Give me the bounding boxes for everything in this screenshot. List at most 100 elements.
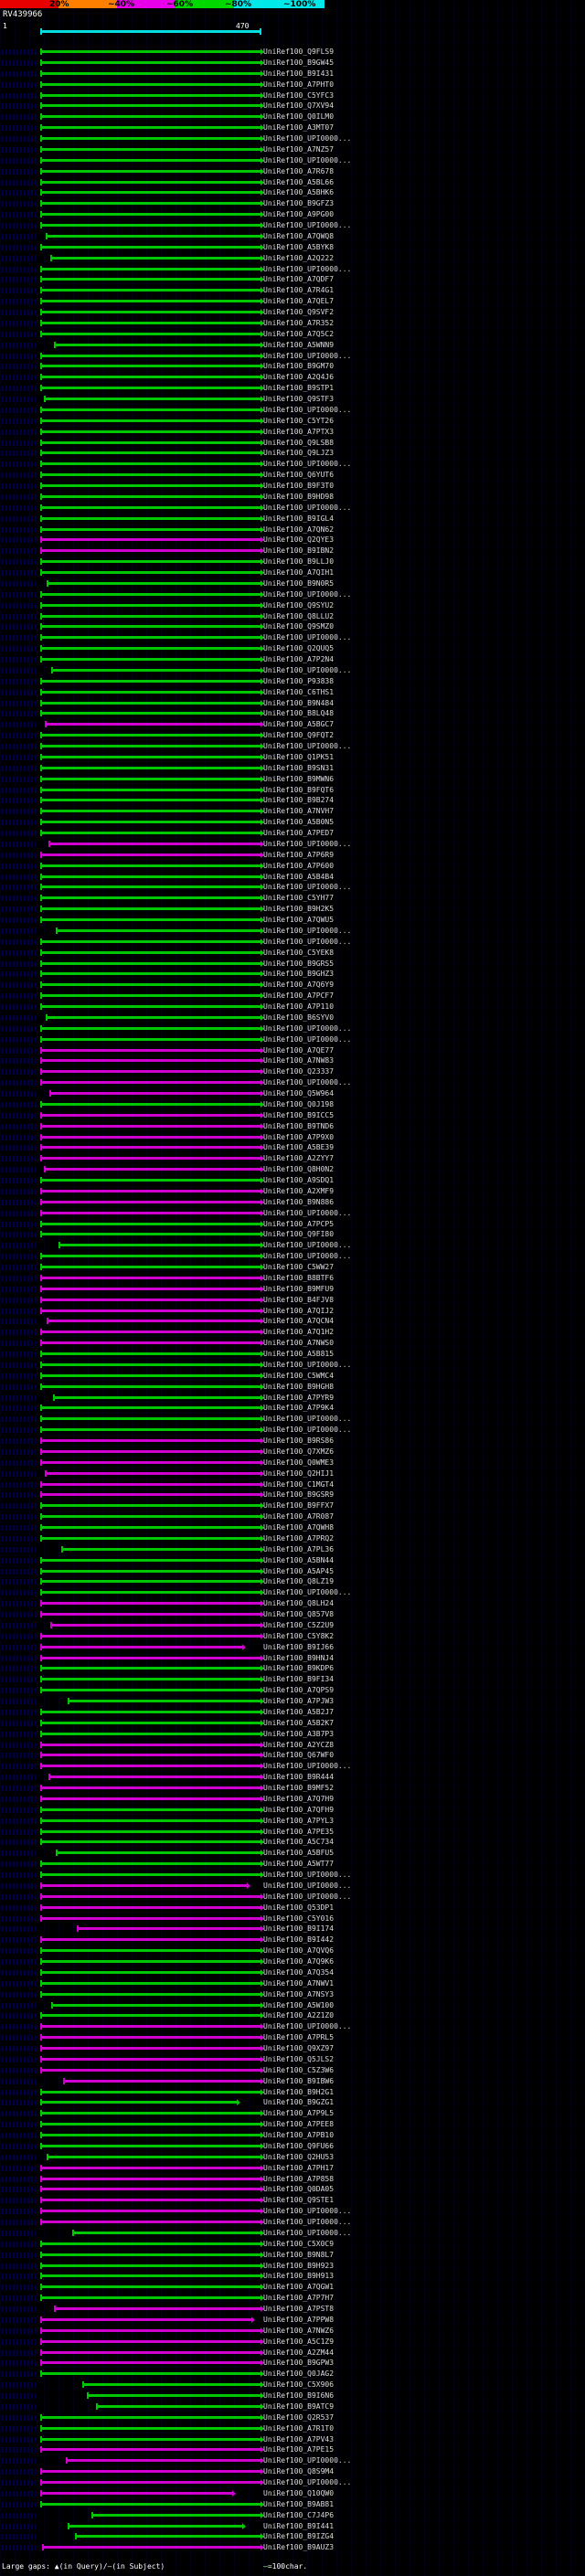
hit-bar[interactable]: [40, 287, 264, 294]
hit-label[interactable]: UniRef100_B9GFZ3: [263, 199, 335, 208]
hit-label[interactable]: UniRef100_B9STP1: [263, 384, 335, 393]
hit-bar[interactable]: [40, 1719, 264, 1726]
hit-label[interactable]: UniRef100_B9HGH8: [263, 1382, 335, 1391]
hit-label[interactable]: UniRef100_A7R087: [263, 1512, 335, 1521]
hit-label[interactable]: UniRef100_A2Z1Z0: [263, 2011, 335, 2020]
hit-bar[interactable]: [40, 1035, 264, 1043]
hit-label[interactable]: UniRef100_C5X0C9: [263, 2239, 335, 2248]
hit-bar[interactable]: [47, 2153, 264, 2160]
hit-label[interactable]: UniRef100_Q9SMZ0: [263, 622, 335, 631]
hit-bar[interactable]: [40, 917, 264, 923]
hit-label[interactable]: UniRef100_Q2R537: [263, 2412, 335, 2422]
hit-bar[interactable]: [40, 439, 264, 446]
hit-label[interactable]: UniRef100_Q857V8: [263, 1610, 335, 1618]
hit-bar[interactable]: [40, 949, 264, 956]
hit-bar[interactable]: [40, 1513, 264, 1521]
hit-label[interactable]: UniRef100_A7P9X0: [263, 1132, 335, 1141]
hit-bar[interactable]: [40, 786, 264, 793]
hit-label[interactable]: UniRef100_A5B2K7: [263, 1718, 335, 1727]
hit-label[interactable]: UniRef100_A7QN62: [263, 525, 335, 534]
hit-label[interactable]: UniRef100_A7Q7H9: [263, 1794, 335, 1803]
hit-bar[interactable]: [40, 1524, 264, 1531]
hit-label[interactable]: UniRef100_A7Q1H2: [263, 1328, 335, 1337]
hit-label[interactable]: UniRef100_Q8LH24: [263, 1599, 335, 1608]
hit-label[interactable]: UniRef100_Q9STE1: [263, 2196, 335, 2205]
hit-label[interactable]: UniRef100_A7PE35: [263, 1827, 335, 1836]
hit-bar[interactable]: [40, 2208, 264, 2215]
hit-label[interactable]: UniRef100_B9GM70: [263, 362, 335, 371]
hit-bar[interactable]: [40, 1763, 264, 1770]
hit-bar[interactable]: [51, 666, 264, 673]
hit-bar[interactable]: [40, 1578, 264, 1585]
hit-bar[interactable]: [40, 970, 264, 978]
hit-label[interactable]: UniRef100_A5BN44: [263, 1555, 335, 1564]
hit-label[interactable]: UniRef100_B9GPW3: [263, 2359, 335, 2368]
hit-label[interactable]: UniRef100_A7NW83: [263, 1056, 335, 1065]
hit-bar[interactable]: [40, 623, 264, 631]
hit-bar[interactable]: [40, 363, 264, 370]
hit-bar[interactable]: [40, 2262, 264, 2269]
hit-label[interactable]: UniRef100_Q9FI80: [263, 1230, 335, 1239]
hit-label[interactable]: UniRef100_B9KDP6: [263, 1664, 335, 1673]
hit-label[interactable]: UniRef100_UPI0000...: [263, 351, 352, 360]
hit-label[interactable]: UniRef100_Q5W964: [263, 1089, 335, 1097]
hit-bar[interactable]: [40, 1892, 264, 1900]
hit-bar[interactable]: [40, 590, 264, 598]
hit-bar[interactable]: [40, 1600, 264, 1607]
hit-label[interactable]: UniRef100_A7QDF7: [263, 275, 335, 284]
hit-bar[interactable]: [90, 2511, 264, 2518]
hit-label[interactable]: UniRef100_B9LLJ0: [263, 557, 335, 567]
hit-bar[interactable]: [40, 69, 264, 77]
hit-label[interactable]: UniRef100_A7PHT0: [263, 80, 335, 89]
hit-label[interactable]: UniRef100_A7Q9K6: [263, 1957, 335, 1966]
hit-label[interactable]: UniRef100_B9IZG4: [263, 2532, 335, 2541]
hit-bar[interactable]: [40, 2066, 264, 2073]
hit-label[interactable]: UniRef100_B9H913: [263, 2272, 335, 2281]
hit-bar[interactable]: [40, 1589, 264, 1596]
hit-bar[interactable]: [40, 1958, 264, 1965]
hit-bar[interactable]: [40, 2284, 264, 2291]
hit-bar[interactable]: [40, 145, 264, 153]
hit-label[interactable]: UniRef100_UPI0000...: [263, 1252, 352, 1261]
hit-label[interactable]: UniRef100_UPI0000...: [263, 883, 352, 892]
hit-label[interactable]: UniRef100_UPI0000...: [263, 1762, 352, 1771]
hit-bar[interactable]: [40, 91, 264, 99]
hit-bar[interactable]: [40, 710, 264, 717]
hit-bar[interactable]: [40, 1133, 264, 1140]
hit-bar[interactable]: [40, 1426, 264, 1434]
hit-label[interactable]: UniRef100_C5YEK8: [263, 948, 335, 957]
hit-bar[interactable]: [72, 2229, 264, 2236]
hit-bar[interactable]: [40, 2468, 264, 2475]
hit-bar[interactable]: [40, 2337, 264, 2345]
hit-label[interactable]: UniRef100_Q9FU66: [263, 2141, 335, 2150]
hit-bar[interactable]: [40, 2435, 264, 2443]
hit-label[interactable]: UniRef100_UPI0000...: [263, 633, 352, 642]
hit-label[interactable]: UniRef100_A7QCN4: [263, 1317, 335, 1326]
hit-label[interactable]: UniRef100_UPI0000...: [263, 937, 352, 946]
hit-label[interactable]: UniRef100_UPI0000...: [263, 665, 352, 674]
hit-label[interactable]: UniRef100_A7QFH9: [263, 1805, 335, 1814]
hit-label[interactable]: UniRef100_Q7XV94: [263, 101, 335, 111]
hit-bar[interactable]: [40, 1437, 264, 1444]
hit-label[interactable]: UniRef100_UPI0000...: [263, 134, 352, 143]
hit-label[interactable]: UniRef100_A7P7H7: [263, 2294, 335, 2303]
hit-bar[interactable]: [40, 1220, 264, 1227]
hit-bar[interactable]: [40, 200, 264, 207]
hit-label[interactable]: UniRef100_A7PCF7: [263, 991, 335, 1001]
hit-label[interactable]: UniRef100_P93838: [263, 676, 335, 685]
hit-label[interactable]: UniRef100_A7PL36: [263, 1544, 335, 1553]
hit-bar[interactable]: [40, 1968, 264, 1976]
hit-bar[interactable]: [40, 743, 264, 749]
hit-label[interactable]: UniRef100_UPI0000...: [263, 1034, 352, 1044]
hit-bar[interactable]: [40, 1480, 264, 1488]
hit-bar[interactable]: [40, 819, 264, 826]
hit-bar[interactable]: [40, 1632, 264, 1639]
hit-bar[interactable]: [40, 895, 264, 902]
hit-label[interactable]: UniRef100_UPI0000...: [263, 1871, 352, 1879]
hit-bar[interactable]: [43, 1166, 264, 1173]
hit-bar[interactable]: [40, 1296, 264, 1303]
hit-label[interactable]: UniRef100_B9GRS5: [263, 959, 335, 968]
hit-bar[interactable]: [40, 1990, 264, 1998]
hit-bar[interactable]: [40, 569, 264, 576]
hit-label[interactable]: UniRef100_B9GZG1: [263, 2098, 335, 2107]
